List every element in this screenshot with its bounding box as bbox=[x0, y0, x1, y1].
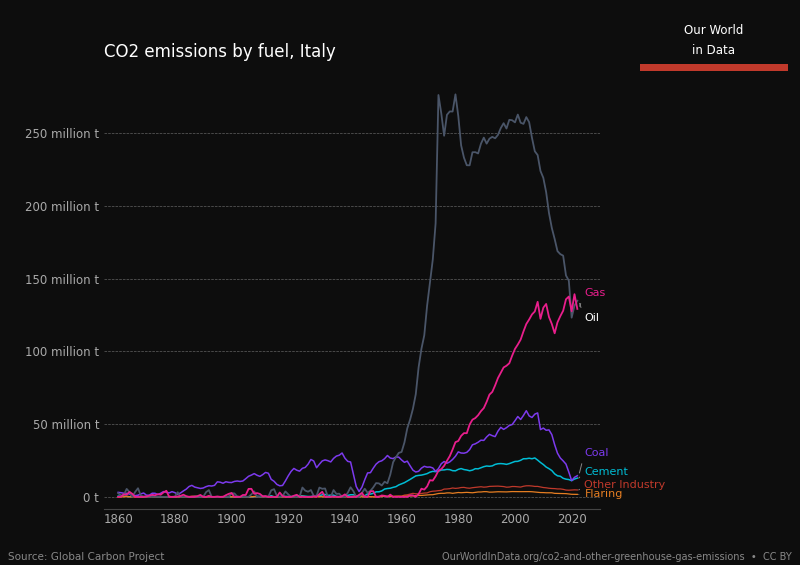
Bar bbox=[640, 63, 788, 71]
Text: Other Industry: Other Industry bbox=[578, 480, 666, 490]
Text: in Data: in Data bbox=[693, 44, 735, 57]
Text: Cement: Cement bbox=[578, 467, 628, 478]
Text: Flaring: Flaring bbox=[578, 489, 622, 499]
Text: CO2 emissions by fuel, Italy: CO2 emissions by fuel, Italy bbox=[104, 43, 336, 60]
Text: Gas: Gas bbox=[580, 288, 606, 306]
Text: Coal: Coal bbox=[579, 448, 609, 473]
Text: Our World: Our World bbox=[684, 24, 744, 37]
Text: Source: Global Carbon Project: Source: Global Carbon Project bbox=[8, 552, 164, 562]
Text: OurWorldInData.org/co2-and-other-greenhouse-gas-emissions  •  CC BY: OurWorldInData.org/co2-and-other-greenho… bbox=[442, 552, 792, 562]
Text: Oil: Oil bbox=[580, 303, 599, 323]
